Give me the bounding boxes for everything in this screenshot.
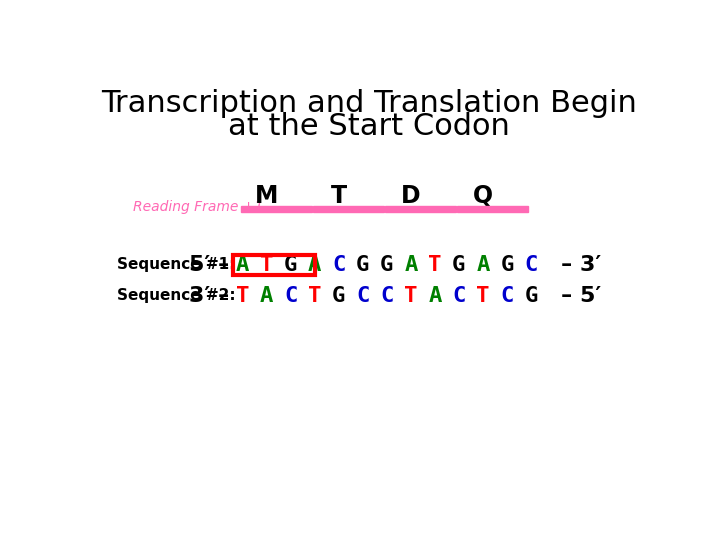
Text: G: G xyxy=(452,255,466,275)
Text: C: C xyxy=(380,286,394,306)
Text: at the Start Codon: at the Start Codon xyxy=(228,112,510,141)
Bar xyxy=(313,206,384,212)
Text: C: C xyxy=(332,255,346,275)
Text: A: A xyxy=(476,255,490,275)
Text: C: C xyxy=(452,286,466,306)
Text: G: G xyxy=(380,255,394,275)
Text: G: G xyxy=(356,255,369,275)
Text: C: C xyxy=(524,255,538,275)
Text: C: C xyxy=(500,286,513,306)
Text: G: G xyxy=(284,255,297,275)
Bar xyxy=(241,206,312,212)
Text: A: A xyxy=(404,255,418,275)
Text: – 3′: – 3′ xyxy=(561,255,601,275)
Text: A: A xyxy=(236,255,249,275)
Text: G: G xyxy=(524,286,538,306)
Text: Q: Q xyxy=(473,184,493,208)
Text: Transcription and Translation Begin: Transcription and Translation Begin xyxy=(101,89,637,118)
Text: A: A xyxy=(308,255,321,275)
Text: Sequence #1:: Sequence #1: xyxy=(117,258,235,273)
Text: 3′ –: 3′ – xyxy=(189,286,230,306)
Text: T: T xyxy=(308,286,321,306)
Text: G: G xyxy=(500,255,513,275)
Text: T: T xyxy=(476,286,490,306)
Text: T: T xyxy=(330,184,347,208)
Bar xyxy=(233,255,315,275)
Text: T: T xyxy=(236,286,249,306)
Text: C: C xyxy=(356,286,369,306)
Text: T: T xyxy=(428,255,441,275)
Text: C: C xyxy=(284,286,297,306)
Bar xyxy=(385,206,456,212)
Text: D: D xyxy=(401,184,420,208)
Text: Reading Frame +1: Reading Frame +1 xyxy=(132,200,263,214)
Text: A: A xyxy=(428,286,441,306)
Text: T: T xyxy=(404,286,418,306)
Text: 5′ –: 5′ – xyxy=(189,255,230,275)
Bar xyxy=(457,206,528,212)
Text: – 5′: – 5′ xyxy=(561,286,601,306)
Text: T: T xyxy=(260,255,274,275)
Text: M: M xyxy=(255,184,279,208)
Text: G: G xyxy=(332,286,346,306)
Text: Sequence #2:: Sequence #2: xyxy=(117,288,235,303)
Text: A: A xyxy=(260,286,274,306)
